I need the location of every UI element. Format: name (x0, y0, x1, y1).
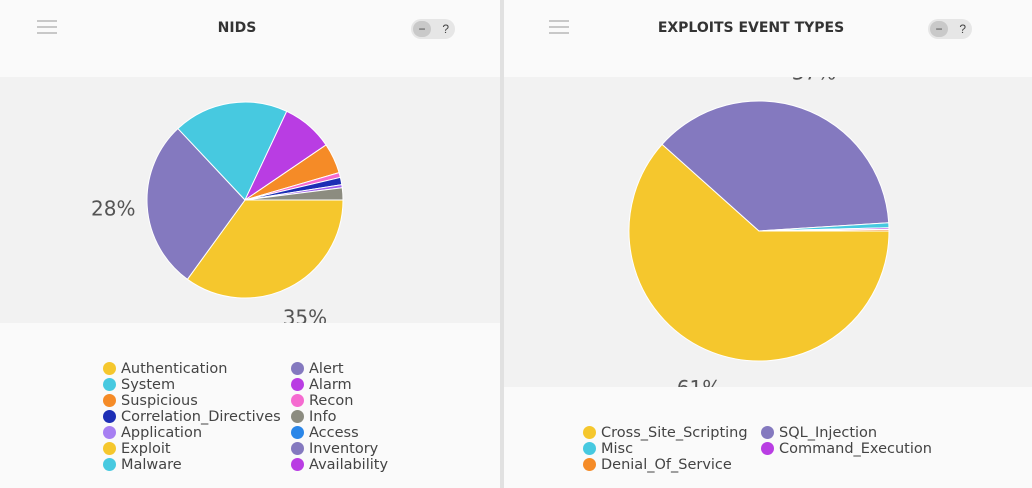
panel-divider (500, 0, 504, 488)
slice-label-system: 19% (202, 77, 246, 82)
exploits-header: EXPLOITS EVENT TYPES − ? (504, 0, 1032, 58)
legend-item-application[interactable]: Application (103, 425, 202, 441)
pie-slice-denial-of-service[interactable] (758, 228, 890, 232)
legend-label: SQL_Injection (779, 425, 878, 441)
legend-label: Malware (121, 457, 182, 473)
pie-slice-exploit[interactable] (186, 199, 344, 299)
legend-swatch (103, 394, 116, 407)
legend-item-inventory[interactable]: Inventory (291, 441, 378, 457)
exploits-panel: EXPLOITS EVENT TYPES − ? 61% 37% Cross_Si… (504, 0, 1032, 488)
legend-label: Cross_Site_Scripting (601, 425, 748, 441)
legend-label: Application (121, 425, 203, 441)
legend-swatch (103, 458, 116, 471)
slice-label-cross-site-scripting: 61% (677, 376, 721, 387)
legend-swatch (291, 378, 304, 391)
nids-toggle: − ? (411, 19, 455, 39)
nids-header: NIDS − ? (0, 0, 500, 58)
legend-swatch (103, 410, 116, 423)
legend-label: Inventory (309, 441, 379, 457)
legend-label: Availability (309, 457, 389, 473)
legend-item-alert[interactable]: Alert (291, 361, 344, 377)
nids-title: NIDS (217, 20, 257, 36)
slice-label-exploit: 35% (283, 306, 327, 323)
exploits-plot-area: 61% 37% (504, 60, 1032, 400)
legend-label: Alert (309, 361, 344, 377)
exploits-pie-chart: 61% 37% (628, 60, 890, 400)
legend-label: Recon (309, 393, 354, 409)
help-icon[interactable]: ? (442, 22, 449, 36)
legend-label: Alarm (309, 377, 352, 393)
menu-icon[interactable] (37, 20, 57, 36)
legend-swatch (761, 426, 774, 439)
legend-label: System (121, 377, 176, 393)
legend-swatch (291, 426, 304, 439)
legend-item-command-execution[interactable]: Command_Execution (761, 441, 932, 457)
legend-swatch (583, 458, 596, 471)
legend-label: Authentication (121, 361, 228, 377)
legend-item-malware[interactable]: Malware (103, 457, 182, 473)
legend-swatch (103, 426, 116, 439)
legend-label: Exploit (121, 441, 171, 457)
collapse-button[interactable]: − (930, 21, 948, 37)
legend-item-info[interactable]: Info (291, 409, 336, 425)
legend-swatch (103, 378, 116, 391)
legend-swatch (291, 410, 304, 423)
legend-label: Denial_Of_Service (601, 457, 732, 473)
pie-slice-info[interactable] (244, 187, 344, 201)
nids-panel: NIDS − ? 35% 28% 19% Authentication Alert Sy… (0, 0, 500, 488)
help-icon[interactable]: ? (959, 22, 966, 36)
nids-legend: Authentication Alert System Alarm Suspicious… (103, 361, 423, 479)
legend-label: Correlation_Directives (121, 409, 281, 425)
nids-plot-area: 35% 28% 19% (0, 58, 500, 330)
legend-label: Info (309, 409, 337, 425)
legend-item-sql-injection[interactable]: SQL_Injection (761, 425, 877, 441)
legend-swatch (583, 426, 596, 439)
legend-item-suspicious[interactable]: Suspicious (103, 393, 198, 409)
legend-swatch (291, 362, 304, 375)
menu-icon[interactable] (549, 20, 569, 36)
legend-label: Misc (601, 441, 634, 457)
legend-swatch (103, 362, 116, 375)
legend-item-correlation-directives[interactable]: Correlation_Directives (103, 409, 281, 425)
legend-item-exploit[interactable]: Exploit (103, 441, 171, 457)
collapse-button[interactable]: − (413, 21, 431, 37)
legend-item-authentication[interactable]: Authentication (103, 361, 227, 377)
legend-item-denial-of-service[interactable]: Denial_Of_Service (583, 457, 732, 473)
pie-slice-sql-injection[interactable] (661, 100, 890, 232)
legend-label: Suspicious (121, 393, 198, 409)
legend-swatch (291, 442, 304, 455)
exploits-legend: Cross_Site_Scripting SQL_Injection Misc Com… (583, 425, 1003, 479)
pie-slice-cross-site-scripting[interactable] (628, 143, 890, 362)
pie-slice-system[interactable] (177, 101, 288, 201)
exploits-title: EXPLOITS EVENT TYPES (657, 20, 845, 36)
legend-swatch (291, 394, 304, 407)
legend-swatch (291, 458, 304, 471)
exploits-toggle: − ? (928, 19, 972, 39)
legend-item-misc[interactable]: Misc (583, 441, 633, 457)
legend-item-system[interactable]: System (103, 377, 175, 393)
legend-swatch (761, 442, 774, 455)
legend-swatch (583, 442, 596, 455)
slice-label-sql-injection: 37% (792, 77, 836, 84)
legend-item-alarm[interactable]: Alarm (291, 377, 352, 393)
legend-item-cross-site-scripting[interactable]: Cross_Site_Scripting (583, 425, 748, 441)
slice-label-alert: 28% (91, 196, 135, 220)
nids-pie-chart: 35% 28% 19% (91, 58, 344, 330)
legend-swatch (103, 442, 116, 455)
legend-item-availability[interactable]: Availability (291, 457, 388, 473)
legend-item-recon[interactable]: Recon (291, 393, 353, 409)
legend-label: Command_Execution (779, 441, 932, 457)
legend-label: Access (309, 425, 359, 441)
pie-slice-alert[interactable] (146, 127, 246, 280)
legend-item-access[interactable]: Access (291, 425, 359, 441)
